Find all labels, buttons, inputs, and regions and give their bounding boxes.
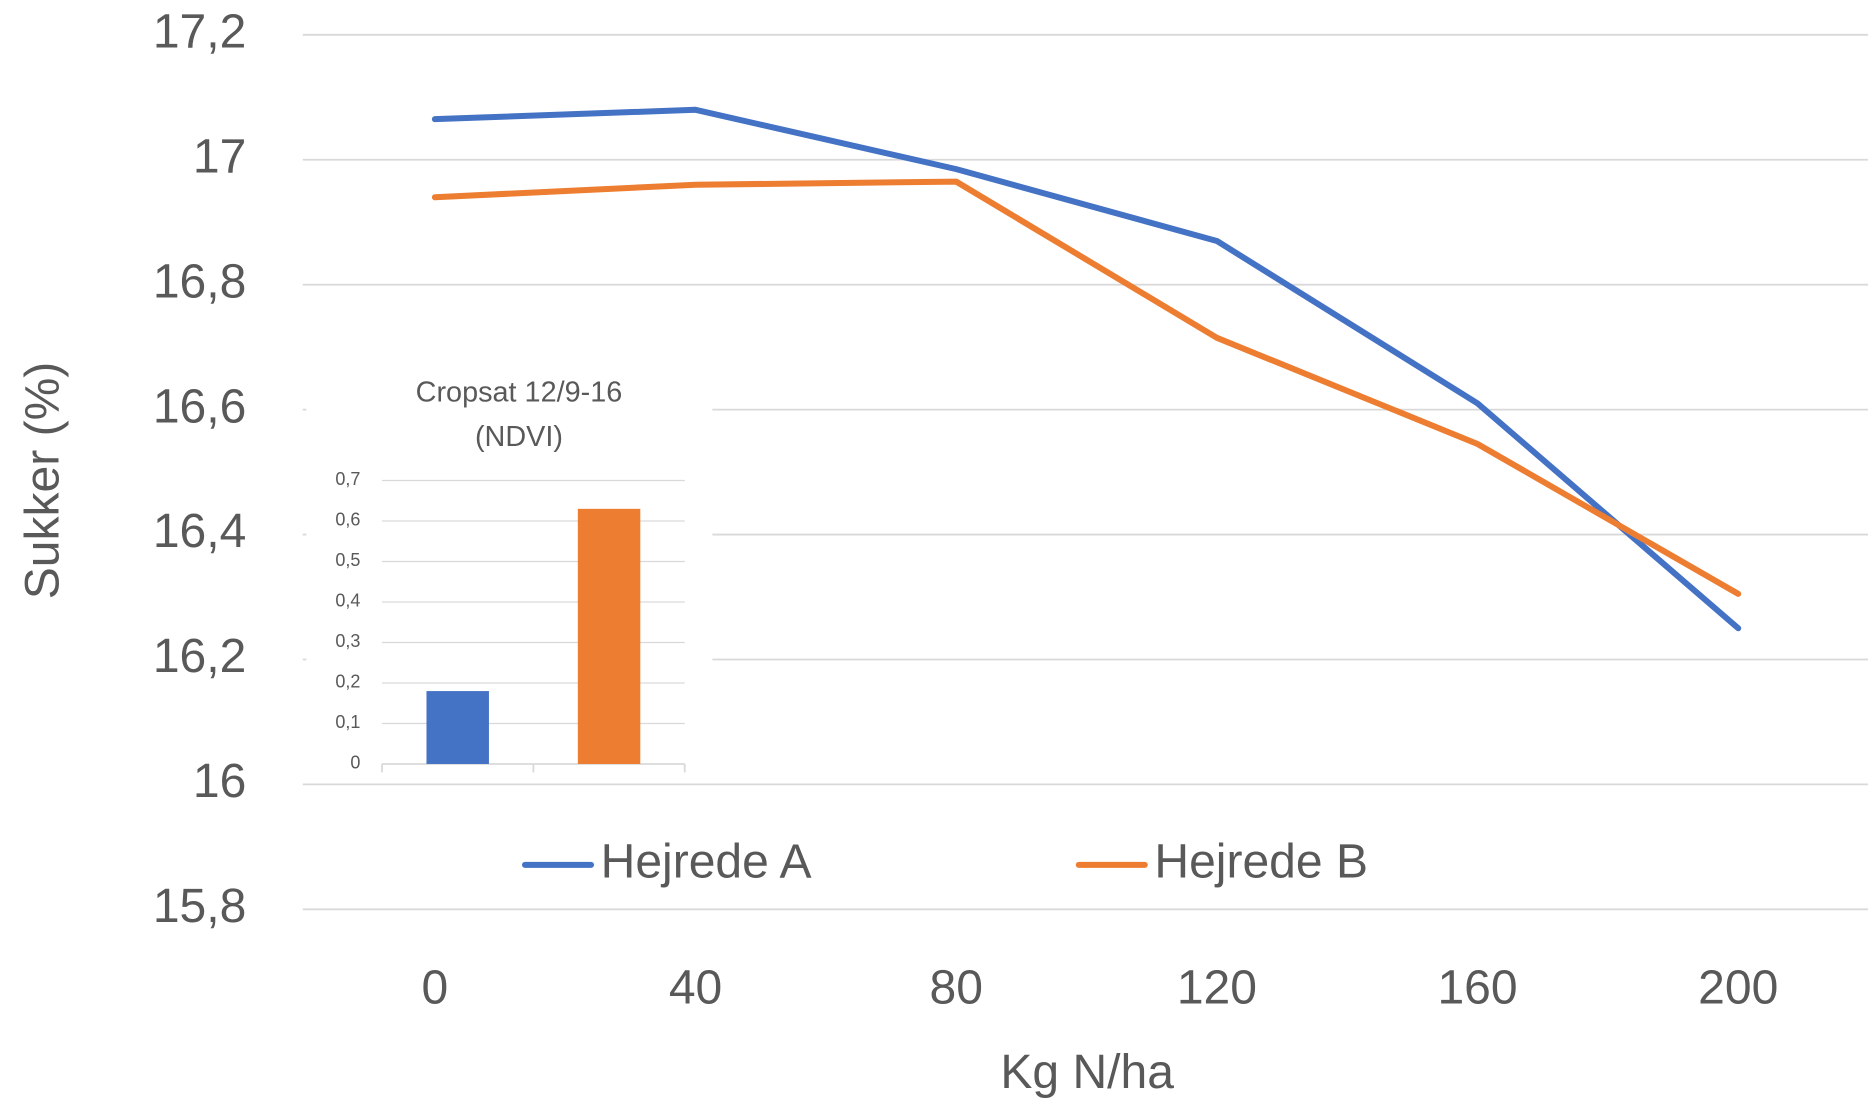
bar [577,508,641,764]
line [431,106,1742,632]
y-tick-label: 0,1 [335,712,360,732]
x-tick-label: 200 [1698,962,1778,1015]
inset-title: Cropsat 12/9-16 [416,377,623,409]
y-tick-label: 16,8 [153,255,246,308]
inset-background [306,360,713,781]
y-tick-label: 17 [193,130,246,183]
y-tick-label: 0,2 [335,672,360,692]
y-tick-label: 0 [350,753,360,773]
bar [426,691,489,764]
main-chart: Sukker (%) Kg N/ha 15,8 16 16,2 16,4 16,6 16,… [16,6,1868,1099]
inset-chart: Cropsat 12/9-16 (NDVI) 0 0,1 0,2 0,3 0,4 0,5 0,6… [306,360,713,781]
legend-label: Hejrede B [1154,836,1368,889]
legend-label: Hejrede A [601,836,812,889]
x-tick-label: 40 [669,962,722,1015]
y-tick-label: 16,4 [153,505,246,558]
y-tick-label: 16,2 [153,630,246,683]
y-tick-label: 0,6 [335,510,360,530]
inset-title: (NDVI) [475,421,563,453]
y-tick-label: 0,7 [335,469,360,489]
y-tick-label: 15,8 [153,880,246,933]
y-axis-title: Sukker (%) [16,362,69,600]
y-tick-label: 17,2 [153,6,246,59]
y-tick-label: 0,3 [335,631,360,651]
x-tick-label: 80 [930,962,983,1015]
y-tick-label: 16,6 [153,380,246,433]
y-tick-label: 16 [193,755,246,808]
x-tick-label: 160 [1437,962,1517,1015]
y-tick-label: 0,5 [335,550,360,570]
x-axis-title: Kg N/ha [1000,1046,1174,1099]
x-tick-label: 120 [1177,962,1257,1015]
line [431,178,1742,597]
y-tick-label: 0,4 [335,591,360,611]
x-tick-label: 0 [422,962,449,1015]
